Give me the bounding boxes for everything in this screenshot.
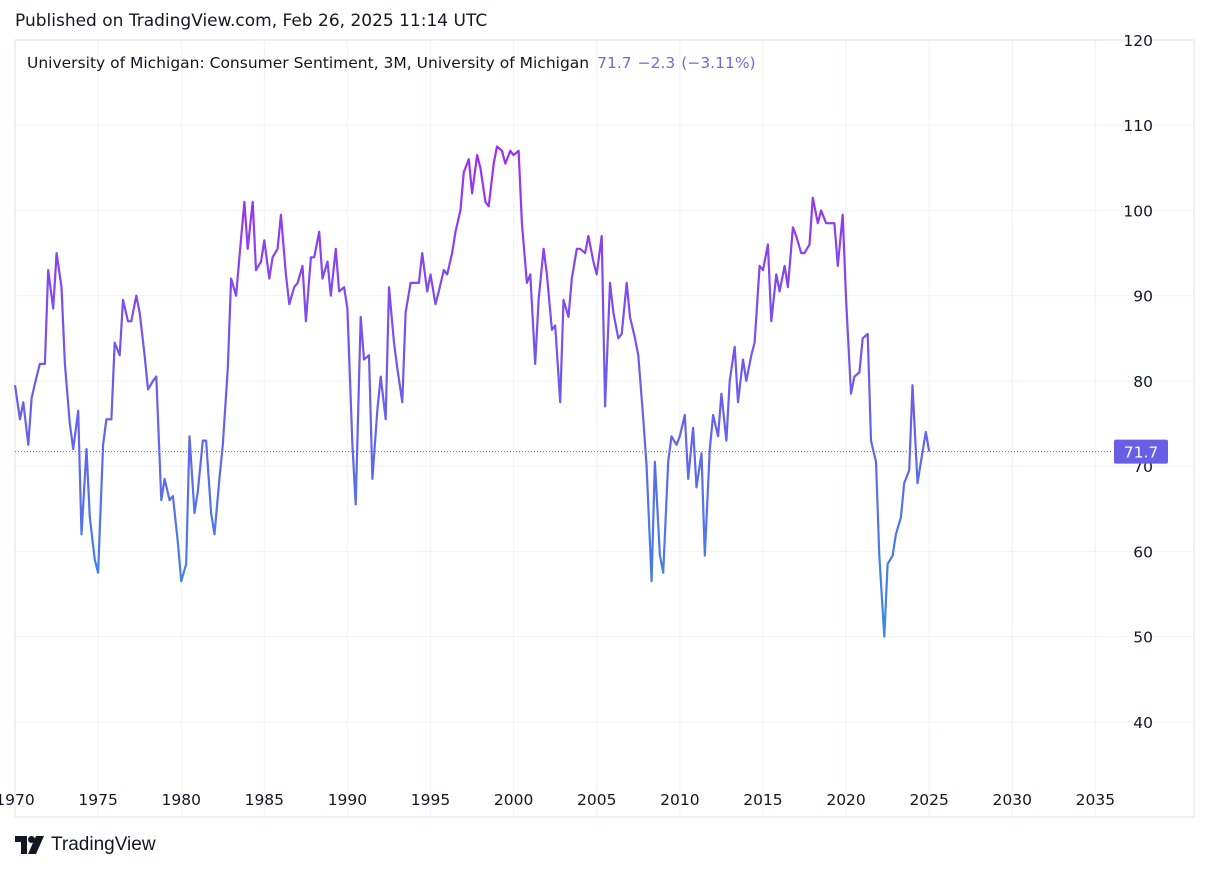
chart-gridlines [14,39,1194,817]
series-change: −2.3 [637,54,676,72]
series-line [13,145,931,638]
x-axis-ticks: 1970 1975 1980 1985 1990 1995 2000 2005 2010 2015… [0,791,1115,809]
x-tick-label: 1990 [328,791,367,809]
tradingview-logo[interactable]: TradingView [15,834,156,856]
tradingview-logo-icon [15,836,44,854]
y-tick-label: 60 [1133,543,1153,561]
x-tick-label: 1985 [245,791,284,809]
x-tick-label: 1980 [161,791,200,809]
x-tick-label: 2025 [909,791,948,809]
tradingview-brand: TradingView [51,834,156,855]
x-tick-label: 1995 [411,791,450,809]
series-legend: University of Michigan: Consumer Sentime… [27,54,762,72]
last-value-label: 71.7 [1124,444,1159,462]
y-tick-label: 110 [1123,117,1153,135]
x-tick-label: 2020 [826,791,865,809]
x-tick-label: 2005 [577,791,616,809]
x-tick-label: 2035 [1076,791,1115,809]
y-tick-label: 80 [1133,373,1153,391]
y-tick-label: 50 [1133,629,1153,647]
x-tick-label: 2000 [494,791,533,809]
x-tick-label: 1975 [78,791,117,809]
last-value-tag: 71.7 [1114,439,1168,464]
series-last-value: 71.7 [597,54,632,72]
series-values: 71.7 −2.3 (−3.11%) [597,54,761,72]
published-caption: Published on TradingView.com, Feb 26, 20… [15,11,488,31]
x-tick-label: 2010 [660,791,699,809]
y-tick-label: 90 [1133,288,1153,306]
x-tick-label: 2030 [993,791,1032,809]
x-tick-label: 1970 [0,791,35,809]
series-title: University of Michigan: Consumer Sentime… [27,54,590,72]
y-tick-label: 100 [1123,202,1153,220]
y-tick-label: 40 [1133,714,1153,732]
series-change-pct: (−3.11%) [681,54,756,72]
plot-border [14,39,1195,818]
y-tick-label: 120 [1123,32,1153,50]
x-tick-label: 2015 [743,791,782,809]
